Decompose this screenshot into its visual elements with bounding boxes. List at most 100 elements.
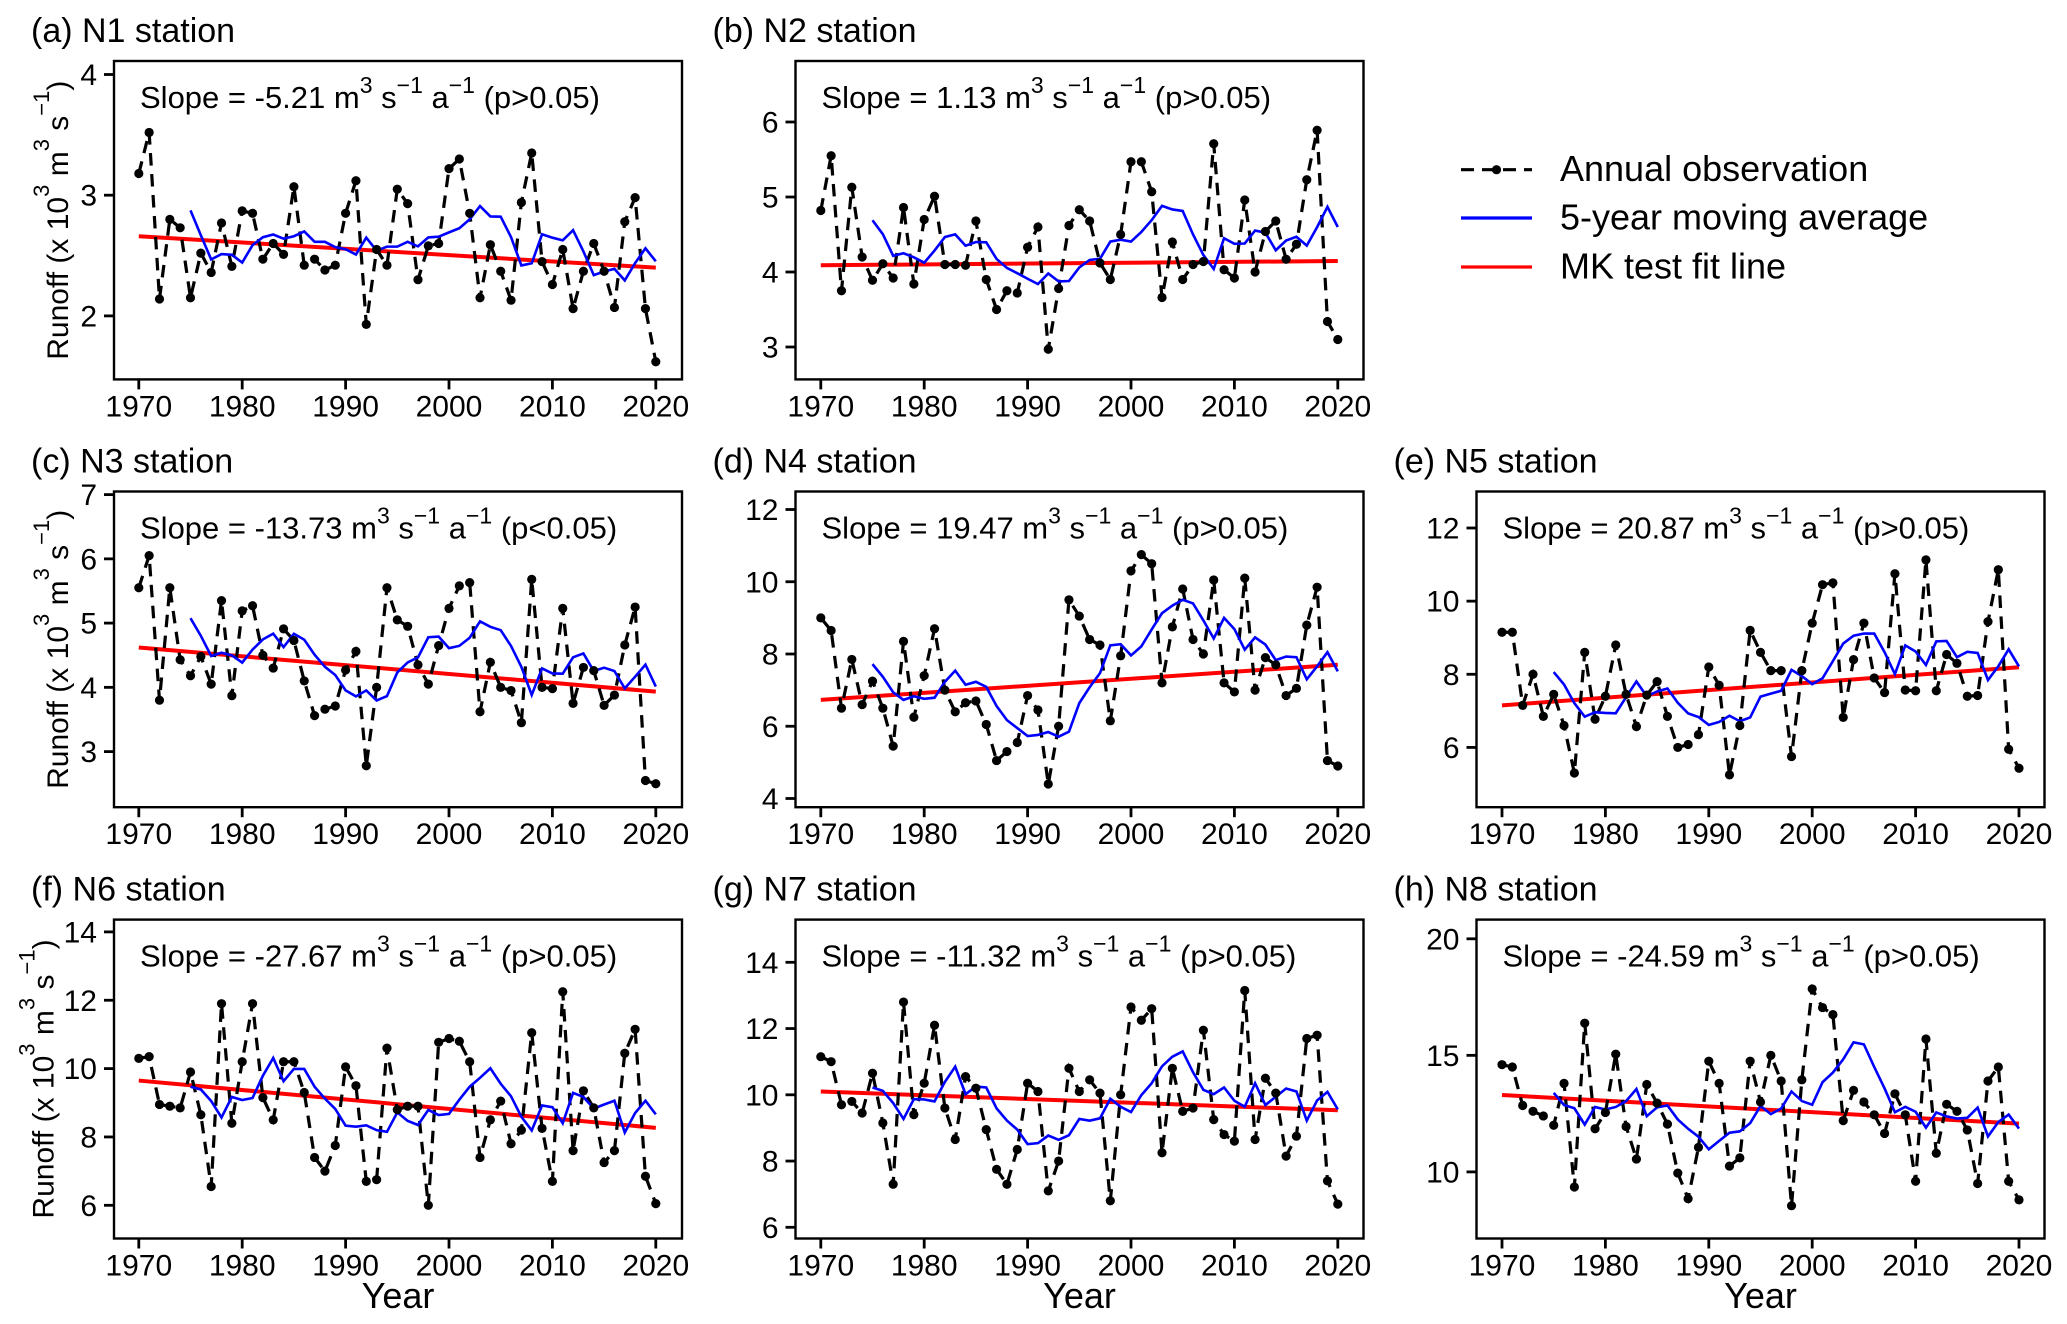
svg-text:(c) N3 station: (c) N3 station	[31, 443, 233, 481]
svg-text:1990: 1990	[1675, 818, 1742, 851]
svg-text:2010: 2010	[1882, 1250, 1949, 1283]
svg-text:1970: 1970	[787, 1250, 854, 1283]
svg-text:1990: 1990	[994, 1250, 1061, 1283]
svg-text:Year: Year	[362, 1275, 435, 1316]
svg-text:1970: 1970	[1469, 818, 1536, 851]
svg-text:8: 8	[80, 1121, 97, 1154]
svg-text:5-year moving average: 5-year moving average	[1560, 197, 1928, 238]
svg-text:10: 10	[745, 566, 778, 599]
svg-text:Year: Year	[1724, 1275, 1797, 1316]
svg-text:Slope = -5.21 m3 s−1 a−1 (p>0.: Slope = -5.21 m3 s−1 a−1 (p>0.05)	[140, 72, 600, 115]
svg-text:1990: 1990	[312, 818, 379, 851]
svg-text:14: 14	[745, 947, 778, 980]
svg-text:1970: 1970	[105, 1250, 172, 1283]
svg-text:12: 12	[745, 494, 778, 527]
svg-text:2020: 2020	[1986, 818, 2053, 851]
svg-text:2010: 2010	[1201, 1250, 1268, 1283]
svg-text:2020: 2020	[1304, 1250, 1371, 1283]
svg-text:Year: Year	[1043, 1275, 1116, 1316]
svg-text:20: 20	[1426, 923, 1459, 956]
svg-text:15: 15	[1426, 1040, 1459, 1073]
svg-text:3: 3	[80, 180, 97, 213]
svg-text:2: 2	[80, 300, 97, 333]
svg-text:8: 8	[1443, 659, 1460, 692]
svg-text:1970: 1970	[105, 390, 172, 423]
svg-text:2000: 2000	[1098, 390, 1165, 423]
svg-text:Slope = 19.47 m3 s−1 a−1 (p>0.: Slope = 19.47 m3 s−1 a−1 (p>0.05)	[822, 503, 1289, 546]
svg-text:6: 6	[80, 543, 97, 576]
svg-text:1970: 1970	[787, 390, 854, 423]
svg-text:1990: 1990	[994, 390, 1061, 423]
svg-text:2000: 2000	[1098, 1250, 1165, 1283]
svg-text:6: 6	[762, 711, 779, 744]
svg-text:1980: 1980	[891, 1250, 958, 1283]
svg-text:(e) N5 station: (e) N5 station	[1394, 443, 1598, 481]
svg-text:14: 14	[64, 916, 97, 949]
svg-text:1990: 1990	[312, 1250, 379, 1283]
svg-text:3: 3	[80, 736, 97, 769]
svg-text:10: 10	[1426, 1156, 1459, 1189]
svg-text:4: 4	[80, 59, 97, 92]
svg-text:1980: 1980	[1572, 1250, 1639, 1283]
svg-text:2000: 2000	[416, 1250, 483, 1283]
svg-text:4: 4	[762, 783, 779, 816]
svg-text:(d) N4 station: (d) N4 station	[713, 443, 917, 481]
svg-text:2000: 2000	[1779, 818, 1846, 851]
svg-text:2000: 2000	[416, 390, 483, 423]
svg-text:2000: 2000	[416, 818, 483, 851]
svg-text:2020: 2020	[1304, 390, 1371, 423]
svg-text:4: 4	[80, 672, 97, 705]
svg-text:8: 8	[762, 639, 779, 672]
svg-text:2020: 2020	[1986, 1250, 2053, 1283]
svg-text:1990: 1990	[312, 390, 379, 423]
svg-text:1970: 1970	[787, 818, 854, 851]
svg-text:6: 6	[762, 107, 779, 140]
svg-text:8: 8	[762, 1146, 779, 1179]
svg-text:2020: 2020	[622, 390, 689, 423]
svg-text:(f) N6 station: (f) N6 station	[31, 871, 226, 909]
svg-text:7: 7	[80, 479, 97, 512]
svg-text:1990: 1990	[1675, 1250, 1742, 1283]
svg-text:2000: 2000	[1779, 1250, 1846, 1283]
svg-text:1970: 1970	[1469, 1250, 1536, 1283]
svg-text:3: 3	[762, 332, 779, 365]
svg-text:12: 12	[1426, 513, 1459, 546]
svg-text:12: 12	[745, 1013, 778, 1046]
svg-text:5: 5	[762, 182, 779, 215]
svg-text:MK test fit line: MK test fit line	[1560, 246, 1786, 287]
svg-text:1980: 1980	[209, 818, 276, 851]
svg-text:10: 10	[64, 1053, 97, 1086]
svg-text:2010: 2010	[1882, 818, 1949, 851]
svg-text:2020: 2020	[622, 818, 689, 851]
svg-text:2020: 2020	[1304, 818, 1371, 851]
svg-text:(a) N1 station: (a) N1 station	[31, 12, 235, 50]
svg-text:Annual observation: Annual observation	[1560, 148, 1868, 189]
svg-text:10: 10	[745, 1079, 778, 1112]
svg-text:Slope = 1.13 m3 s−1 a−1 (p>0.0: Slope = 1.13 m3 s−1 a−1 (p>0.05)	[822, 72, 1272, 115]
svg-text:6: 6	[1443, 732, 1460, 765]
svg-text:10: 10	[1426, 586, 1459, 619]
svg-text:(h) N8 station: (h) N8 station	[1394, 871, 1598, 909]
svg-text:4: 4	[762, 257, 779, 290]
svg-text:6: 6	[80, 1190, 97, 1223]
svg-text:Slope = -13.73 m3 s−1 a−1 (p<0: Slope = -13.73 m3 s−1 a−1 (p<0.05)	[140, 503, 617, 546]
svg-text:(b) N2 station: (b) N2 station	[713, 12, 917, 50]
svg-text:2010: 2010	[1201, 390, 1268, 423]
svg-text:5: 5	[80, 608, 97, 641]
svg-text:2010: 2010	[1201, 818, 1268, 851]
svg-text:2010: 2010	[519, 390, 586, 423]
svg-text:(g) N7 station: (g) N7 station	[713, 871, 917, 909]
svg-text:1980: 1980	[1572, 818, 1639, 851]
svg-text:1980: 1980	[891, 390, 958, 423]
svg-text:2010: 2010	[519, 818, 586, 851]
svg-text:1990: 1990	[994, 818, 1061, 851]
svg-text:1980: 1980	[209, 390, 276, 423]
svg-text:1970: 1970	[105, 818, 172, 851]
svg-text:2000: 2000	[1098, 818, 1165, 851]
svg-text:1980: 1980	[209, 1250, 276, 1283]
svg-text:2020: 2020	[622, 1250, 689, 1283]
svg-text:12: 12	[64, 985, 97, 1018]
svg-text:6: 6	[762, 1212, 779, 1245]
svg-text:2010: 2010	[519, 1250, 586, 1283]
svg-text:1980: 1980	[891, 818, 958, 851]
